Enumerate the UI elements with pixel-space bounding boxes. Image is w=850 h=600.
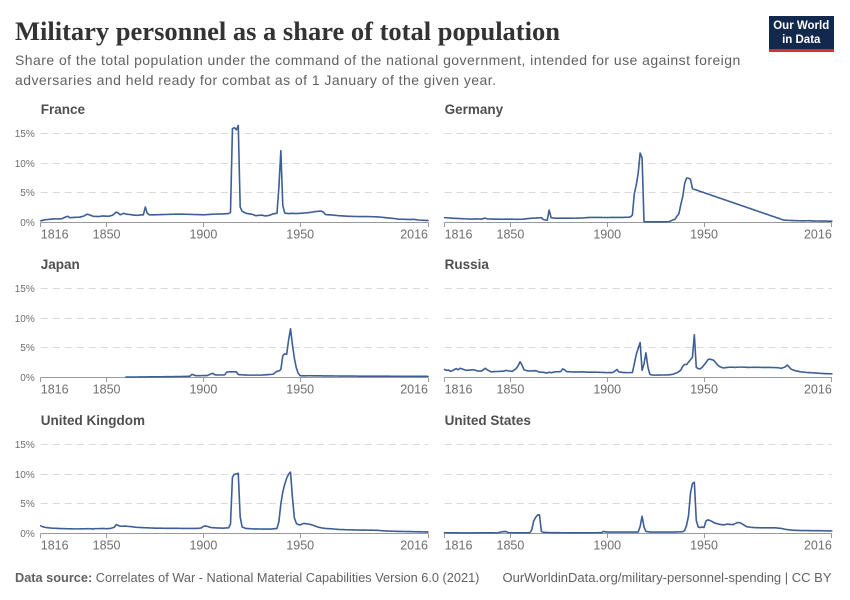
svg-text:1950: 1950 bbox=[690, 383, 718, 397]
svg-text:2016: 2016 bbox=[400, 539, 428, 553]
svg-text:0%: 0% bbox=[20, 218, 35, 229]
svg-text:2016: 2016 bbox=[804, 383, 832, 397]
svg-text:1900: 1900 bbox=[593, 539, 621, 553]
svg-text:1816: 1816 bbox=[41, 539, 69, 553]
svg-text:10%: 10% bbox=[15, 314, 35, 325]
svg-text:2016: 2016 bbox=[400, 383, 428, 397]
svg-text:2016: 2016 bbox=[804, 228, 832, 242]
svg-text:1816: 1816 bbox=[41, 383, 69, 397]
svg-text:1950: 1950 bbox=[286, 539, 314, 553]
svg-text:1950: 1950 bbox=[690, 228, 718, 242]
svg-text:10%: 10% bbox=[15, 470, 35, 481]
svg-text:15%: 15% bbox=[15, 440, 35, 451]
svg-text:1850: 1850 bbox=[497, 539, 525, 553]
svg-text:1950: 1950 bbox=[286, 228, 314, 242]
svg-text:1900: 1900 bbox=[189, 228, 217, 242]
svg-text:15%: 15% bbox=[15, 129, 35, 140]
svg-text:1900: 1900 bbox=[593, 228, 621, 242]
svg-text:1850: 1850 bbox=[93, 539, 121, 553]
svg-text:5%: 5% bbox=[20, 499, 35, 510]
svg-text:United Kingdom: United Kingdom bbox=[41, 413, 145, 428]
svg-text:Japan: Japan bbox=[41, 257, 80, 272]
svg-text:5%: 5% bbox=[20, 343, 35, 354]
svg-text:0%: 0% bbox=[20, 529, 35, 540]
svg-text:United States: United States bbox=[445, 413, 531, 428]
svg-text:0%: 0% bbox=[20, 373, 35, 384]
svg-text:1816: 1816 bbox=[41, 228, 69, 242]
svg-text:5%: 5% bbox=[20, 188, 35, 199]
svg-text:1816: 1816 bbox=[445, 539, 473, 553]
svg-text:1950: 1950 bbox=[286, 383, 314, 397]
svg-text:1850: 1850 bbox=[93, 228, 121, 242]
svg-text:Russia: Russia bbox=[445, 257, 490, 272]
svg-text:15%: 15% bbox=[15, 284, 35, 295]
svg-text:1816: 1816 bbox=[445, 228, 473, 242]
svg-text:2016: 2016 bbox=[804, 539, 832, 553]
svg-text:1850: 1850 bbox=[93, 383, 121, 397]
svg-text:France: France bbox=[41, 102, 86, 117]
svg-text:1850: 1850 bbox=[497, 383, 525, 397]
svg-text:2016: 2016 bbox=[400, 228, 428, 242]
svg-text:Germany: Germany bbox=[445, 102, 504, 117]
svg-text:1900: 1900 bbox=[189, 383, 217, 397]
svg-text:1850: 1850 bbox=[497, 228, 525, 242]
svg-text:10%: 10% bbox=[15, 159, 35, 170]
svg-text:1950: 1950 bbox=[690, 539, 718, 553]
svg-text:1816: 1816 bbox=[445, 383, 473, 397]
svg-text:1900: 1900 bbox=[189, 539, 217, 553]
svg-text:1900: 1900 bbox=[593, 383, 621, 397]
